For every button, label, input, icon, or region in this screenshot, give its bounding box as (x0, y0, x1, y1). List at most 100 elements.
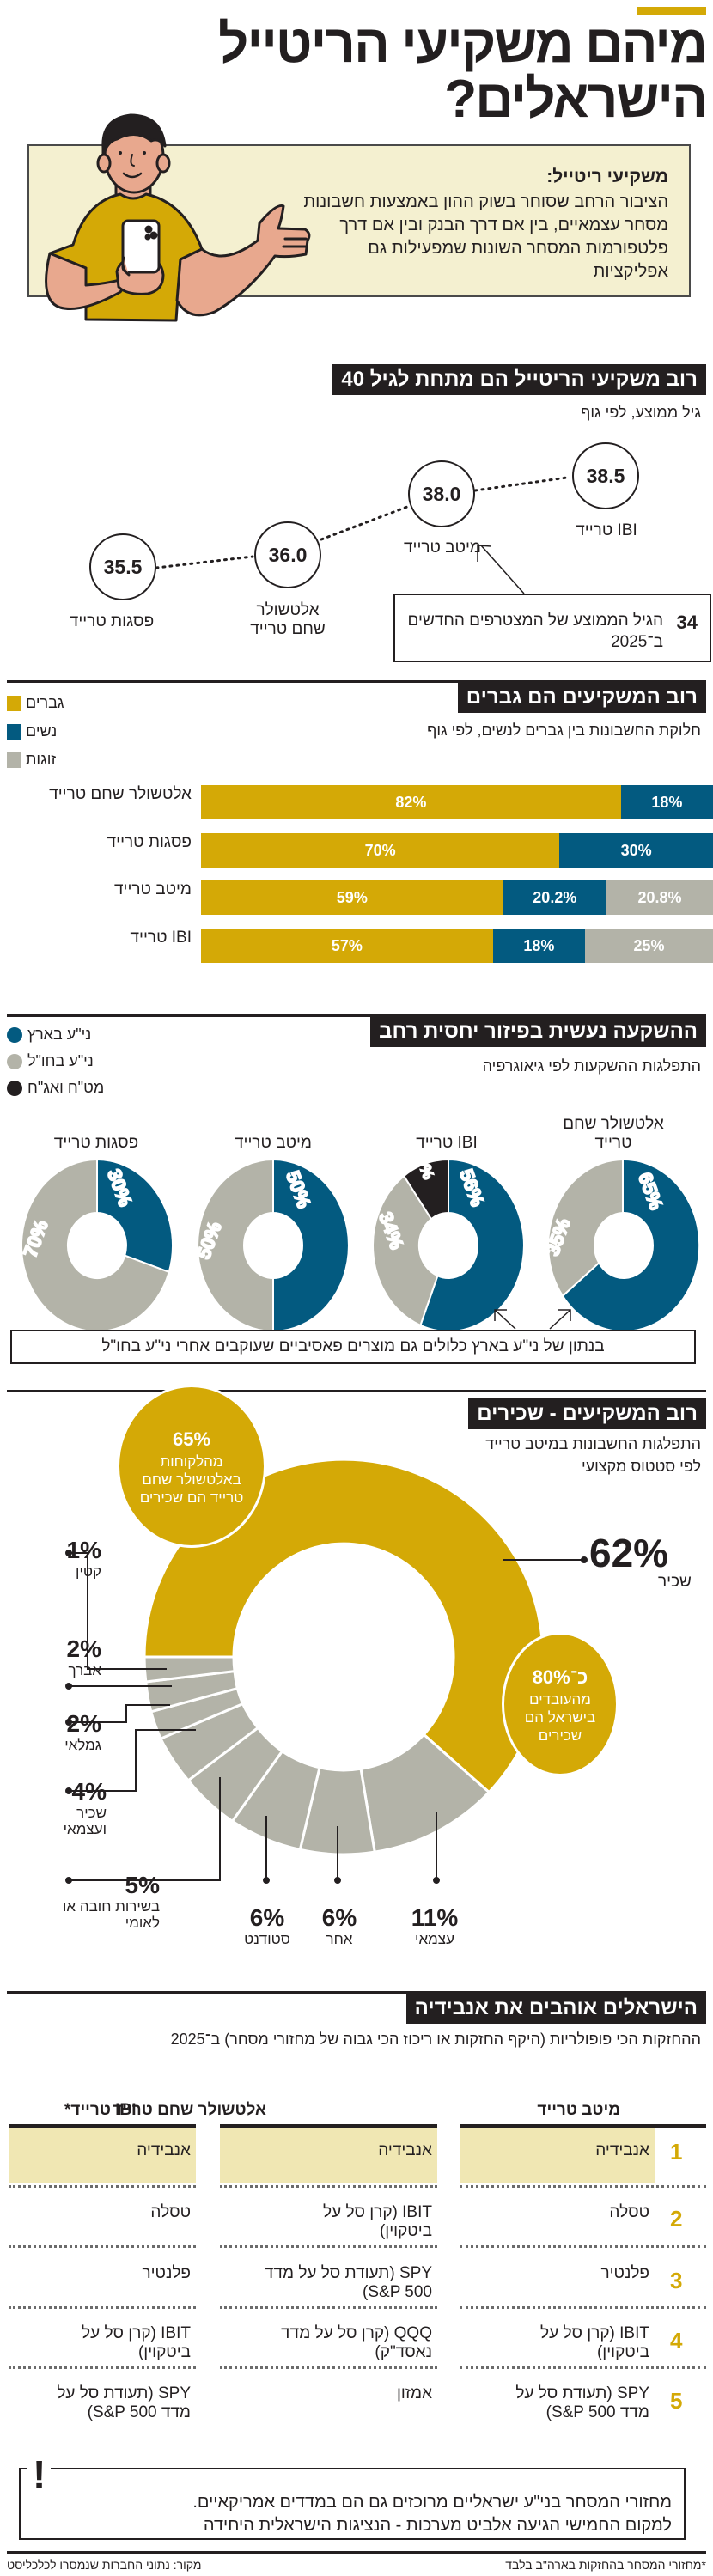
bar-row-meitav: 59% 20.2% 20.8% (201, 880, 713, 915)
age-label-psagot: פסגות טרייד (69, 612, 155, 630)
israel-employees-bubble: כ־80% מהעובדים בישראל הם שכירים (502, 1632, 619, 1776)
cell-altshuler-4: QQQ (קרן סל על מדד נאסד"ק) (281, 2324, 432, 2361)
bar-label-meitav: מיטב טרייד (114, 880, 192, 898)
row-divider (9, 2366, 196, 2369)
bubble-pct: כ־80% (532, 1666, 588, 1688)
occ-label-retiree: 2% גמלאי (50, 1711, 101, 1754)
occ-pct: 62% (589, 1531, 669, 1575)
occ-label-avrech: 2% אברך (50, 1635, 102, 1679)
legend-label: נשים (26, 722, 58, 740)
donut-psagot: 30% 70% (18, 1158, 174, 1331)
bar-seg-women: 18% (492, 929, 585, 963)
legend-swatch-grey (7, 752, 21, 768)
warning-note-text: מחזורי המסחר בני"ע ישראליים מרוכזים גם ה… (53, 2491, 672, 2537)
legend-swatch-gold (7, 695, 21, 711)
age-circle-meitav: 38.0 (408, 460, 475, 527)
bar-seg-couples: 20.8% (606, 880, 713, 915)
bar-label-ibi: IBI טרייד (130, 929, 192, 947)
occ-name: אברך (68, 1662, 102, 1678)
age-circle-ibi: 38.5 (572, 442, 639, 509)
row-divider (460, 2366, 706, 2369)
bar-label-psagot: פסגות טרייד (107, 833, 192, 851)
exclamation-icon: ! (27, 2455, 52, 2494)
occ-label-minor: 1% קטין (50, 1538, 101, 1580)
row-divider (460, 2245, 706, 2248)
geo-note-box: בנתון של ני"ע בארץ כלולים גם מוצרים פאסי… (10, 1330, 696, 1364)
row-divider (9, 2245, 196, 2248)
row-divider (220, 2245, 437, 2248)
warning-note-box (19, 2468, 686, 2540)
occ-name: גמלאי (64, 1737, 101, 1753)
rank-5: 5 (670, 2388, 683, 2414)
warning-line1: מחזורי המסחר בני"ע ישראליים מרוכזים גם ה… (192, 2493, 672, 2512)
occ-name: סטודנט (244, 1931, 290, 1947)
col-header-altshuler: אלטשולר שחם טרייד (113, 2101, 266, 2119)
footnote: *מחזורי המסחר בהחזקות בארה"ב בלבד (505, 2558, 706, 2572)
col-header-meitav: מיטב טרייד (537, 2101, 620, 2119)
altshuler-employees-bubble: 65% מהלקוחות באלטשולר שחם טרייד הם שכירי… (117, 1385, 266, 1548)
cell-ibi-5: SPY (תעודת סל על מדד S&P 500) (57, 2384, 191, 2421)
occ-name: אחר (326, 1931, 353, 1947)
age-section-subtitle: גיל ממוצע, לפי גוף (581, 404, 701, 421)
bar-row-psagot: 70% 30% (201, 833, 713, 868)
legend-label: מט"ח ואג"ח (27, 1079, 105, 1096)
callout-number: 34 (676, 612, 698, 633)
donut-meitav: 50% 50% (192, 1158, 350, 1331)
occ-name: קטין (76, 1563, 101, 1580)
occ-label-employee: 62% שכיר (589, 1533, 692, 1592)
legend-label: ני"ע בארץ (27, 1026, 92, 1043)
holdings-section-title: הישראלים אוהבים את אנבידיה (405, 1993, 706, 2024)
donut-ibi: 56% 34% 10% (372, 1151, 525, 1331)
occupation-section-title: רוב המשקיעים - שכירים (468, 1398, 706, 1429)
definition-title: משקיעי ריטייל: (546, 167, 668, 186)
section-divider (7, 1390, 706, 1392)
rank-1: 1 (670, 2139, 683, 2165)
cell-meitav-4: IBIT (קרן סל על ביטקוין) (540, 2324, 649, 2361)
occ-pct: 6% (321, 1904, 357, 1931)
age-label-meitav: מיטב טרייד (404, 539, 481, 557)
investor-illustration-icon (45, 113, 311, 322)
cell-ibi-3: פלנטיר (142, 2264, 191, 2282)
title-accent-bar (637, 7, 706, 15)
occ-pct: 2% (66, 1635, 101, 1662)
occ-label-other: 6% אחר (309, 1904, 369, 1948)
bar-row-altshuler: 82% 18% (201, 785, 713, 819)
section-divider (7, 1991, 706, 1994)
legend-women: נשים (7, 722, 57, 740)
callout-text: הגיל הממוצע של המצטרפים החדשים ב־2025 (407, 612, 663, 651)
bar-seg-men: 70% (201, 833, 560, 868)
occ-name: עצמאי (415, 1931, 454, 1947)
holdings-section-subtitle: ההחזקות הכי פופולריות (היקף החזקות או רי… (170, 2031, 701, 2048)
row-divider (460, 2185, 706, 2188)
bar-seg-men: 82% (201, 785, 621, 819)
bar-row-ibi: 57% 18% 25% (201, 929, 713, 963)
bar-seg-women: 20.2% (503, 880, 607, 915)
legend-men: גברים (7, 694, 64, 712)
section-divider (7, 680, 706, 683)
occ-label-student: 6% סטודנט (229, 1904, 306, 1948)
cell-meitav-3: פלנטיר (600, 2264, 649, 2282)
page-title-line1: מיהם משקיעי הריטייל (218, 15, 708, 74)
bar-seg-couples: 25% (584, 929, 713, 963)
legend-label: גברים (26, 694, 64, 711)
occupation-subtitle-line2: לפי סטטוס מקצועי (581, 1458, 701, 1475)
col-rule-meitav (460, 2124, 706, 2128)
legend-couples: זוגות (7, 751, 56, 769)
occ-name: בשירות חובה או לאומי (63, 1898, 160, 1931)
gender-section-title: רוב המשקיעים הם גברים (457, 682, 706, 713)
legend-swatch-blue (7, 723, 21, 740)
row-divider (220, 2185, 437, 2188)
cell-altshuler-5: אמזון (397, 2384, 432, 2402)
occ-pct: 5% (125, 1872, 160, 1898)
bar-seg-women: 18% (620, 785, 713, 819)
geo-section-title: ההשקעה נעשית בפיזור יחסית רחב (370, 1016, 706, 1047)
occ-label-selfemployed: 11% עצמאי (400, 1905, 469, 1948)
bubble-text: מהעובדים בישראל הם שכירים (524, 1690, 596, 1744)
occ-pct: 4% (71, 1778, 107, 1805)
legend-label: זוגות (26, 751, 57, 768)
cell-altshuler-3: SPY (תעודת סל על מדד S&P 500) (264, 2264, 432, 2301)
cell-ibi-4: IBIT (קרן סל על ביטקוין) (82, 2324, 191, 2361)
cell-altshuler-2: IBIT (קרן סל על ביטקוין) (323, 2203, 432, 2240)
legend-label: ני"ע בחו"ל (27, 1052, 94, 1069)
occ-pct: 6% (249, 1904, 285, 1931)
